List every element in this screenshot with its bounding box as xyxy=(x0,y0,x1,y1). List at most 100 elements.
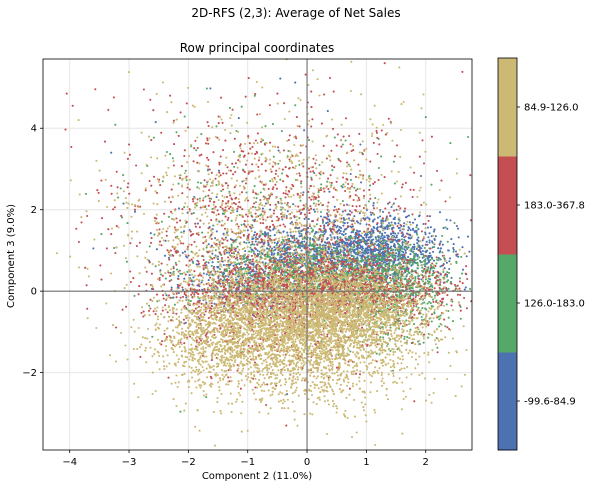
scatter-point xyxy=(254,201,258,204)
scatter-point xyxy=(210,264,213,267)
scatter-point xyxy=(341,176,345,179)
scatter-point xyxy=(433,267,436,270)
scatter-point xyxy=(416,253,419,257)
scatter-point xyxy=(214,177,217,180)
scatter-point xyxy=(432,230,436,233)
scatter-point xyxy=(404,262,407,265)
scatter-point xyxy=(435,256,438,259)
scatter-point xyxy=(210,237,213,240)
scatter-point xyxy=(352,246,355,249)
scatter-point xyxy=(413,248,416,251)
scatter-point xyxy=(334,269,337,273)
scatter-point xyxy=(417,277,421,281)
scatter-point xyxy=(329,234,332,237)
scatter-point xyxy=(122,174,125,177)
scatter-point xyxy=(334,261,337,264)
scatter-point xyxy=(277,162,280,165)
scatter-point xyxy=(428,215,432,218)
scatter-point xyxy=(398,251,401,254)
scatter-point xyxy=(426,270,429,273)
scatter-point xyxy=(417,228,420,231)
scatter-point xyxy=(167,256,171,259)
scatter-point xyxy=(181,288,185,291)
scatter-point xyxy=(345,203,348,206)
scatter-point xyxy=(389,215,392,218)
scatter-point xyxy=(269,208,272,211)
scatter-point xyxy=(437,259,440,262)
scatter-point xyxy=(325,222,328,225)
scatter-point xyxy=(182,318,185,321)
scatter-point xyxy=(397,205,400,208)
scatter-point xyxy=(283,245,286,248)
scatter-point xyxy=(415,231,418,234)
scatter-point xyxy=(355,233,359,236)
scatter-point xyxy=(376,239,379,242)
scatter-point xyxy=(201,231,204,234)
scatter-point xyxy=(273,246,276,249)
scatter-point xyxy=(205,273,208,276)
scatter-point xyxy=(205,246,208,249)
scatter-point xyxy=(233,165,236,168)
scatter-point xyxy=(196,198,199,201)
scatter-point xyxy=(125,305,128,308)
scatter-point xyxy=(323,190,326,193)
scatter-point xyxy=(255,197,258,200)
scatter-point xyxy=(331,242,334,245)
scatter-point xyxy=(190,258,193,261)
scatter-point xyxy=(360,181,363,184)
scatter-point xyxy=(421,249,424,253)
scatter-point xyxy=(184,169,187,172)
scatter-point xyxy=(253,231,256,234)
scatter-point xyxy=(324,241,327,244)
scatter-point xyxy=(381,232,384,235)
scatter-point xyxy=(282,230,285,233)
scatter-point xyxy=(350,226,353,229)
scatter-point xyxy=(394,238,397,241)
scatter-point xyxy=(175,217,178,220)
scatter-point xyxy=(339,251,342,254)
scatter-point xyxy=(303,129,306,132)
scatter-point xyxy=(459,309,462,312)
scatter-point xyxy=(450,276,453,279)
scatter-point xyxy=(453,221,456,225)
scatter-point xyxy=(149,241,153,244)
scatter-point xyxy=(382,256,385,259)
scatter-point xyxy=(236,207,239,210)
scatter-point xyxy=(378,143,381,146)
scatter-point xyxy=(447,309,450,313)
scatter-point xyxy=(430,183,433,186)
scatter-point xyxy=(446,240,449,243)
scatter-point xyxy=(369,211,372,214)
scatter-point xyxy=(461,246,464,249)
scatter-point xyxy=(349,178,352,181)
scatter-point xyxy=(317,191,320,194)
scatter-point xyxy=(344,232,347,235)
scatter-point xyxy=(250,250,253,253)
scatter-point xyxy=(416,242,419,245)
scatter-point xyxy=(289,222,292,225)
scatter-point xyxy=(264,253,267,256)
scatter-point xyxy=(209,87,212,90)
scatter-point xyxy=(200,281,203,284)
scatter-point xyxy=(253,234,256,237)
scatter-point xyxy=(185,179,188,182)
scatter-point xyxy=(320,271,323,274)
scatter-point xyxy=(380,269,384,273)
scatter-point xyxy=(234,278,238,281)
scatter-point xyxy=(307,227,310,230)
scatter-point xyxy=(326,236,329,240)
scatter-point xyxy=(188,274,191,277)
scatter-point xyxy=(177,207,181,210)
scatter-point xyxy=(408,262,411,266)
scatter-point xyxy=(240,105,243,108)
scatter-point xyxy=(431,298,435,301)
scatter-point xyxy=(258,252,261,256)
scatter-point xyxy=(183,250,187,253)
scatter-point xyxy=(382,336,385,339)
scatter-point xyxy=(399,254,402,257)
scatter-point xyxy=(394,256,397,259)
scatter-point xyxy=(315,223,318,226)
scatter-point xyxy=(181,251,184,254)
scatter-point xyxy=(307,217,310,221)
scatter-point xyxy=(395,234,398,237)
